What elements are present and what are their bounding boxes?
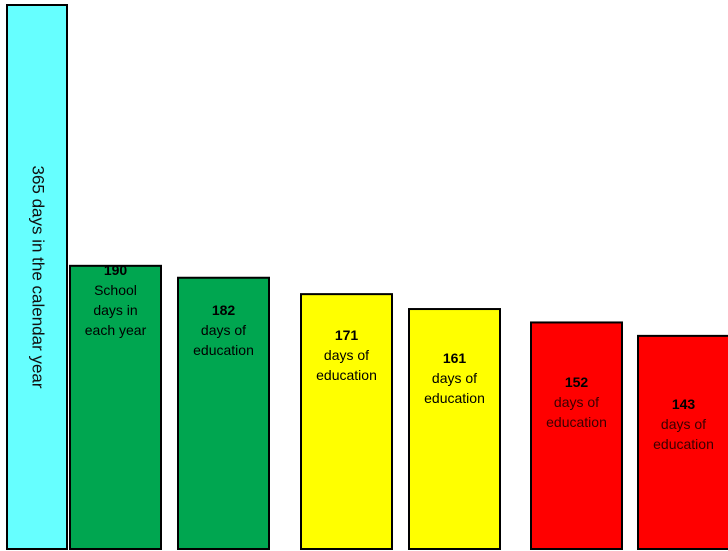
calendar-year-label: 365 days in the calendar year xyxy=(29,165,48,388)
bar-group: 152 days of education xyxy=(531,322,622,549)
bar xyxy=(531,322,622,549)
bar-value-label: 171 xyxy=(335,327,359,343)
bar-caption-line: days of xyxy=(432,370,477,386)
bar xyxy=(409,309,500,549)
bar-caption-line: School xyxy=(94,282,137,298)
bars-layer: 365 days in the calendar year 190 School da… xyxy=(7,5,728,549)
bar-caption-line: education xyxy=(424,390,485,406)
bar-caption-line: days in xyxy=(93,302,137,318)
bar-caption-line: days of xyxy=(324,347,369,363)
bar-value-label: 152 xyxy=(565,374,589,390)
bar-value-label: 182 xyxy=(212,302,236,318)
bar-caption-line: education xyxy=(316,367,377,383)
bar-value-label: 143 xyxy=(672,396,696,412)
bar-caption-line: education xyxy=(193,342,254,358)
bar-caption-line: days of xyxy=(661,416,706,432)
bar-group: 171 days of education xyxy=(301,294,392,549)
bar-group: 182 days of education xyxy=(178,278,269,549)
bar-caption-line: each year xyxy=(85,322,147,338)
bar-value-label: 161 xyxy=(443,350,467,366)
bar-caption-line: education xyxy=(546,414,607,430)
bar-value-label: 190 xyxy=(104,262,128,278)
bar xyxy=(178,278,269,549)
bar-group: 161 days of education xyxy=(409,309,500,549)
bar-caption-line: days of xyxy=(554,394,599,410)
bar-group: 143 days of education xyxy=(638,336,728,549)
bar-caption-line: days of xyxy=(201,322,246,338)
bar-caption-line: education xyxy=(653,436,714,452)
bar-group: 190 School days in each year xyxy=(70,262,161,549)
